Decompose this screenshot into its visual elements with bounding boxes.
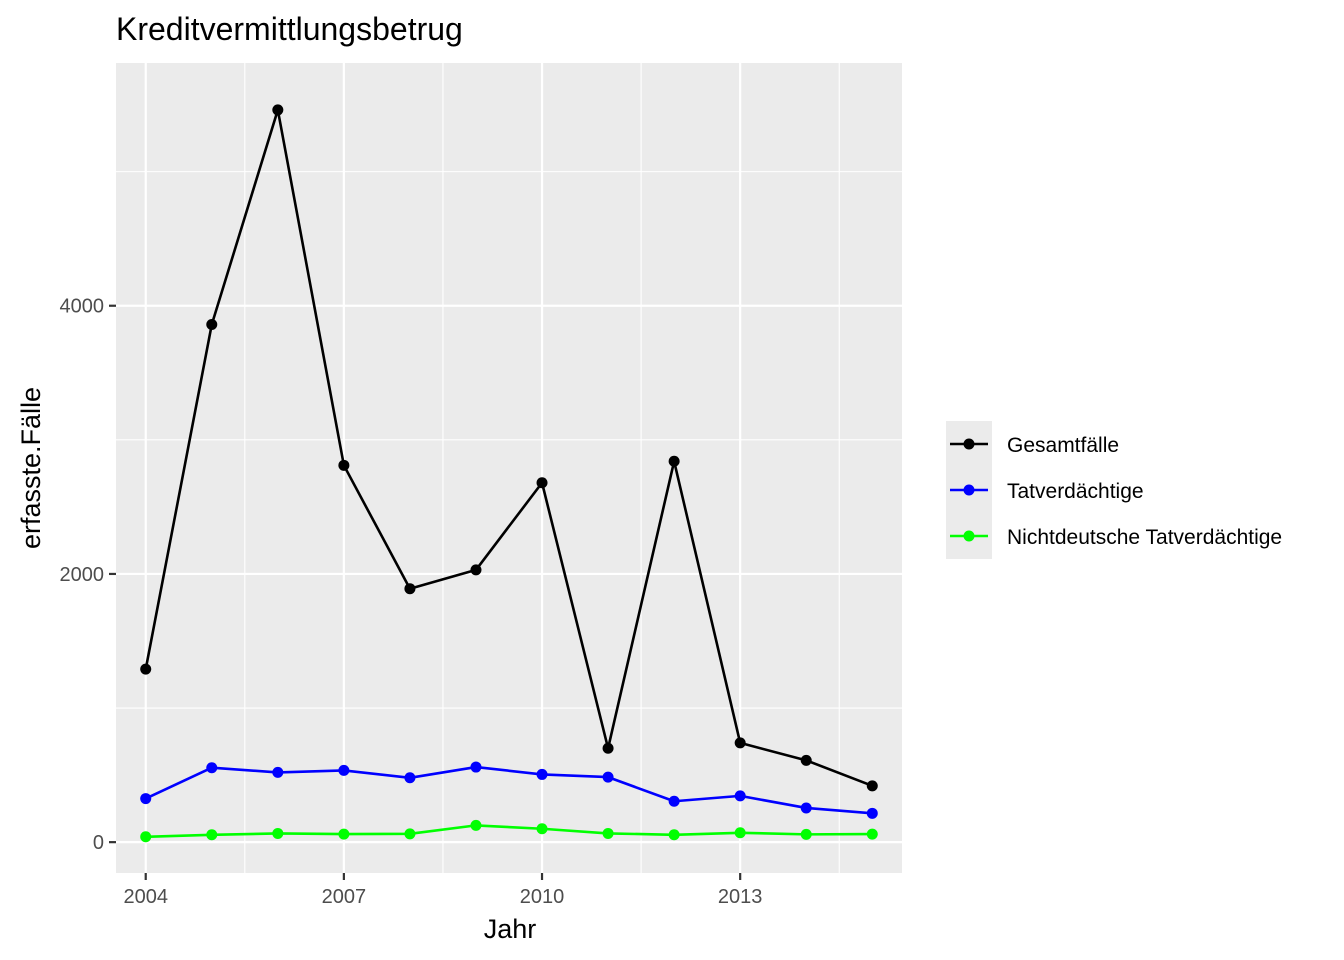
y-axis-title: erfasste.Fälle xyxy=(16,387,46,549)
data-point xyxy=(470,564,482,576)
data-point xyxy=(206,319,218,331)
legend: Gesamtfälle Tatverdächtige Nichtdeutsche T… xyxy=(946,421,1282,559)
chart-title: Kreditvermittlungsbetrug xyxy=(116,11,463,47)
x-axis: 2004 2007 2010 2013 xyxy=(123,873,762,908)
series-layer xyxy=(140,104,878,843)
data-point xyxy=(338,764,350,776)
data-point xyxy=(800,754,812,766)
data-point xyxy=(866,807,878,819)
legend-label: Nichtdeutsche Tatverdächtige xyxy=(1007,526,1282,549)
y-tick-label: 2000 xyxy=(60,564,105,586)
plot-panel xyxy=(116,63,902,873)
data-point xyxy=(800,828,812,840)
data-point xyxy=(338,459,350,471)
data-point xyxy=(206,762,218,774)
data-point xyxy=(470,761,482,773)
data-point xyxy=(602,827,614,839)
data-point xyxy=(140,831,152,843)
data-point xyxy=(668,829,680,841)
data-point xyxy=(140,663,152,675)
data-point xyxy=(602,742,614,754)
data-point xyxy=(272,104,284,116)
data-point xyxy=(536,768,548,780)
data-point xyxy=(206,829,218,841)
x-tick-label: 2004 xyxy=(123,886,168,908)
data-point xyxy=(536,477,548,489)
data-point xyxy=(404,583,416,595)
series-line-1 xyxy=(144,108,873,788)
data-point xyxy=(536,823,548,835)
y-tick-label: 0 xyxy=(93,832,104,854)
x-tick-label: 2010 xyxy=(520,886,565,908)
legend-label: Gesamtfälle xyxy=(1007,434,1119,457)
data-point xyxy=(470,819,482,831)
data-point xyxy=(338,828,350,840)
data-point xyxy=(734,790,746,802)
legend-key-point xyxy=(963,438,975,450)
legend-key-point xyxy=(963,484,975,496)
data-point xyxy=(734,827,746,839)
data-point xyxy=(668,455,680,467)
data-point xyxy=(404,828,416,840)
data-point xyxy=(866,828,878,840)
data-point xyxy=(734,737,746,749)
series-line-3 xyxy=(145,824,873,839)
data-point xyxy=(272,766,284,778)
y-axis: 0 2000 4000 xyxy=(60,296,116,854)
legend-label: Tatverdächtige xyxy=(1007,480,1144,503)
minor-gridlines xyxy=(116,63,902,873)
data-point xyxy=(602,771,614,783)
data-point xyxy=(800,802,812,814)
x-tick-label: 2007 xyxy=(322,886,367,908)
data-point xyxy=(272,827,284,839)
data-point xyxy=(866,780,878,792)
data-point xyxy=(140,793,152,805)
x-axis-title: Jahr xyxy=(484,914,537,944)
x-tick-label: 2013 xyxy=(718,886,763,908)
series-line-2 xyxy=(145,765,873,815)
data-point xyxy=(668,795,680,807)
legend-key-point xyxy=(963,530,975,542)
y-tick-label: 4000 xyxy=(60,296,105,318)
data-point xyxy=(404,772,416,784)
